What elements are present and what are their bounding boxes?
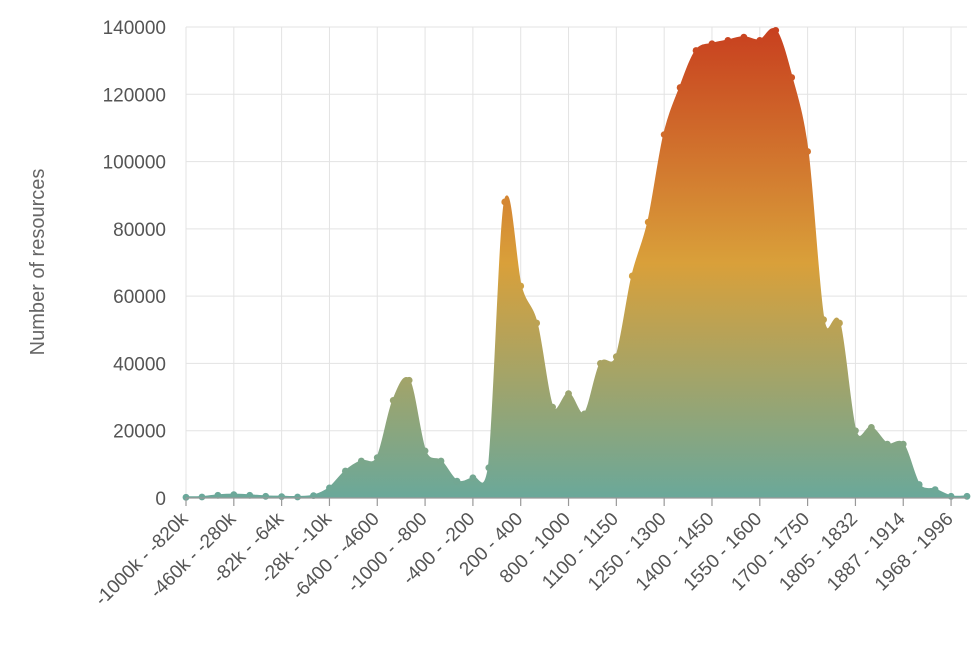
- data-point: [708, 40, 716, 48]
- data-point: [517, 282, 525, 290]
- y-tick-label: 140000: [103, 18, 166, 39]
- data-point: [772, 26, 780, 34]
- data-point: [310, 492, 317, 500]
- data-point: [612, 353, 620, 361]
- data-point: [533, 319, 541, 327]
- data-point: [373, 454, 381, 462]
- data-point: [899, 440, 907, 448]
- y-axis-tick-labels: 0 20000 40000 60000 80000 100000 120000 140000: [103, 18, 166, 510]
- data-point: [852, 427, 859, 435]
- data-point: [740, 33, 748, 41]
- data-point: [820, 316, 827, 324]
- data-point: [931, 486, 939, 493]
- data-point: [501, 198, 509, 206]
- data-point: [676, 84, 684, 91]
- data-point: [804, 148, 812, 155]
- data-point: [182, 493, 190, 501]
- data-point: [660, 131, 668, 139]
- data-point: [214, 491, 222, 499]
- data-point: [565, 390, 572, 398]
- data-point: [437, 457, 445, 465]
- data-point: [294, 493, 301, 501]
- data-point: [246, 491, 254, 499]
- data-point: [581, 410, 588, 418]
- data-points: [182, 26, 971, 501]
- data-point: [628, 272, 636, 280]
- data-point: [724, 37, 732, 44]
- data-point: [405, 376, 413, 384]
- data-point: [549, 403, 556, 411]
- x-axis-tick-labels: -1000k - -820k-460k - -280k-82k - -64k-2…: [91, 508, 958, 610]
- y-tick-label: 100000: [103, 153, 166, 174]
- data-point: [326, 484, 333, 492]
- y-tick-label: 40000: [113, 354, 166, 375]
- data-point: [963, 492, 971, 500]
- data-point: [485, 464, 493, 472]
- y-tick-label: 20000: [113, 422, 166, 443]
- data-point: [597, 360, 604, 367]
- data-point: [421, 447, 429, 455]
- area-fill: [186, 28, 967, 499]
- area-series: [185, 28, 968, 499]
- y-tick-label: 120000: [103, 85, 166, 106]
- data-point: [867, 423, 875, 431]
- data-point: [756, 37, 764, 44]
- data-point: [692, 47, 700, 54]
- data-point: [644, 218, 652, 226]
- y-tick-label: 0: [155, 489, 166, 510]
- data-point: [262, 492, 270, 500]
- y-tick-label: 80000: [113, 220, 166, 241]
- data-point: [357, 457, 365, 465]
- data-point: [341, 467, 349, 475]
- y-tick-label: 60000: [113, 287, 166, 308]
- data-point: [469, 474, 477, 482]
- area-line: [185, 28, 968, 499]
- data-point: [198, 493, 206, 501]
- data-point: [389, 397, 397, 404]
- data-point: [883, 440, 891, 448]
- data-point: [915, 481, 923, 488]
- y-axis-title: Number of resources: [27, 169, 49, 356]
- x-axis: [185, 497, 967, 506]
- data-point: [453, 477, 461, 485]
- data-point: [230, 491, 238, 499]
- data-point: [836, 319, 843, 327]
- data-point: [788, 74, 796, 81]
